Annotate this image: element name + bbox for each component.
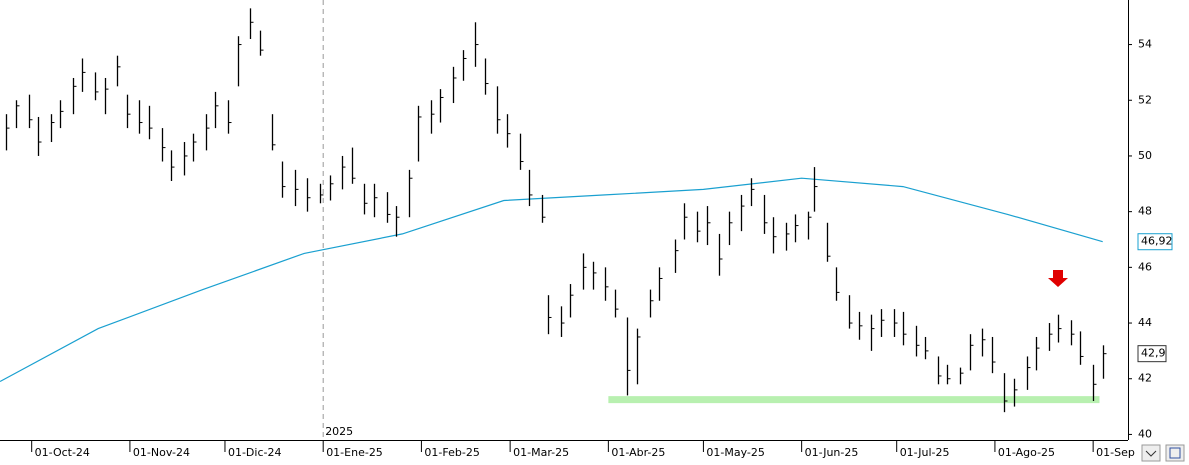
x-tick-label: 01-Mar-25 <box>513 446 569 459</box>
x-tick-label: 01-Ago-25 <box>998 446 1055 459</box>
x-tick-label: 01-Jun-25 <box>805 446 859 459</box>
x-tick-label: 01-Oct-24 <box>35 446 90 459</box>
x-tick-label: 01-Jul-25 <box>900 446 950 459</box>
x-tick-label: 01-Dic-24 <box>228 446 282 459</box>
y-tick-label: 54 <box>1138 38 1152 51</box>
x-tick-label: 01-Nov-24 <box>133 446 190 459</box>
close-value-box <box>1137 345 1167 363</box>
scroll-icon <box>1145 450 1157 457</box>
year-label: 2025 <box>325 425 353 438</box>
scroll-button[interactable] <box>1141 444 1161 462</box>
ma-value-box <box>1137 233 1173 251</box>
x-tick-label: 01-Sep <box>1096 446 1135 459</box>
y-tick-label: 48 <box>1138 205 1152 218</box>
save-icon <box>1169 447 1181 459</box>
y-tick-label: 46 <box>1138 260 1152 273</box>
x-tick-label: 01-Abr-25 <box>611 446 665 459</box>
y-tick-label: 42 <box>1138 372 1152 385</box>
arrow-annotation <box>1048 270 1068 287</box>
y-tick-label: 44 <box>1138 316 1152 329</box>
x-tick-label: 01-Ene-25 <box>326 446 383 459</box>
save-button[interactable] <box>1165 444 1185 462</box>
close-value-label: 42,9 <box>1141 347 1166 360</box>
y-tick-label: 40 <box>1138 427 1152 440</box>
ma-value-label: 46,92 <box>1141 235 1173 248</box>
moving-average-line <box>0 177 1103 383</box>
x-tick-label: 01-May-25 <box>706 446 764 459</box>
y-tick-label: 50 <box>1138 149 1152 162</box>
y-tick-label: 52 <box>1138 93 1152 106</box>
x-tick-label: 01-Feb-25 <box>424 446 479 459</box>
